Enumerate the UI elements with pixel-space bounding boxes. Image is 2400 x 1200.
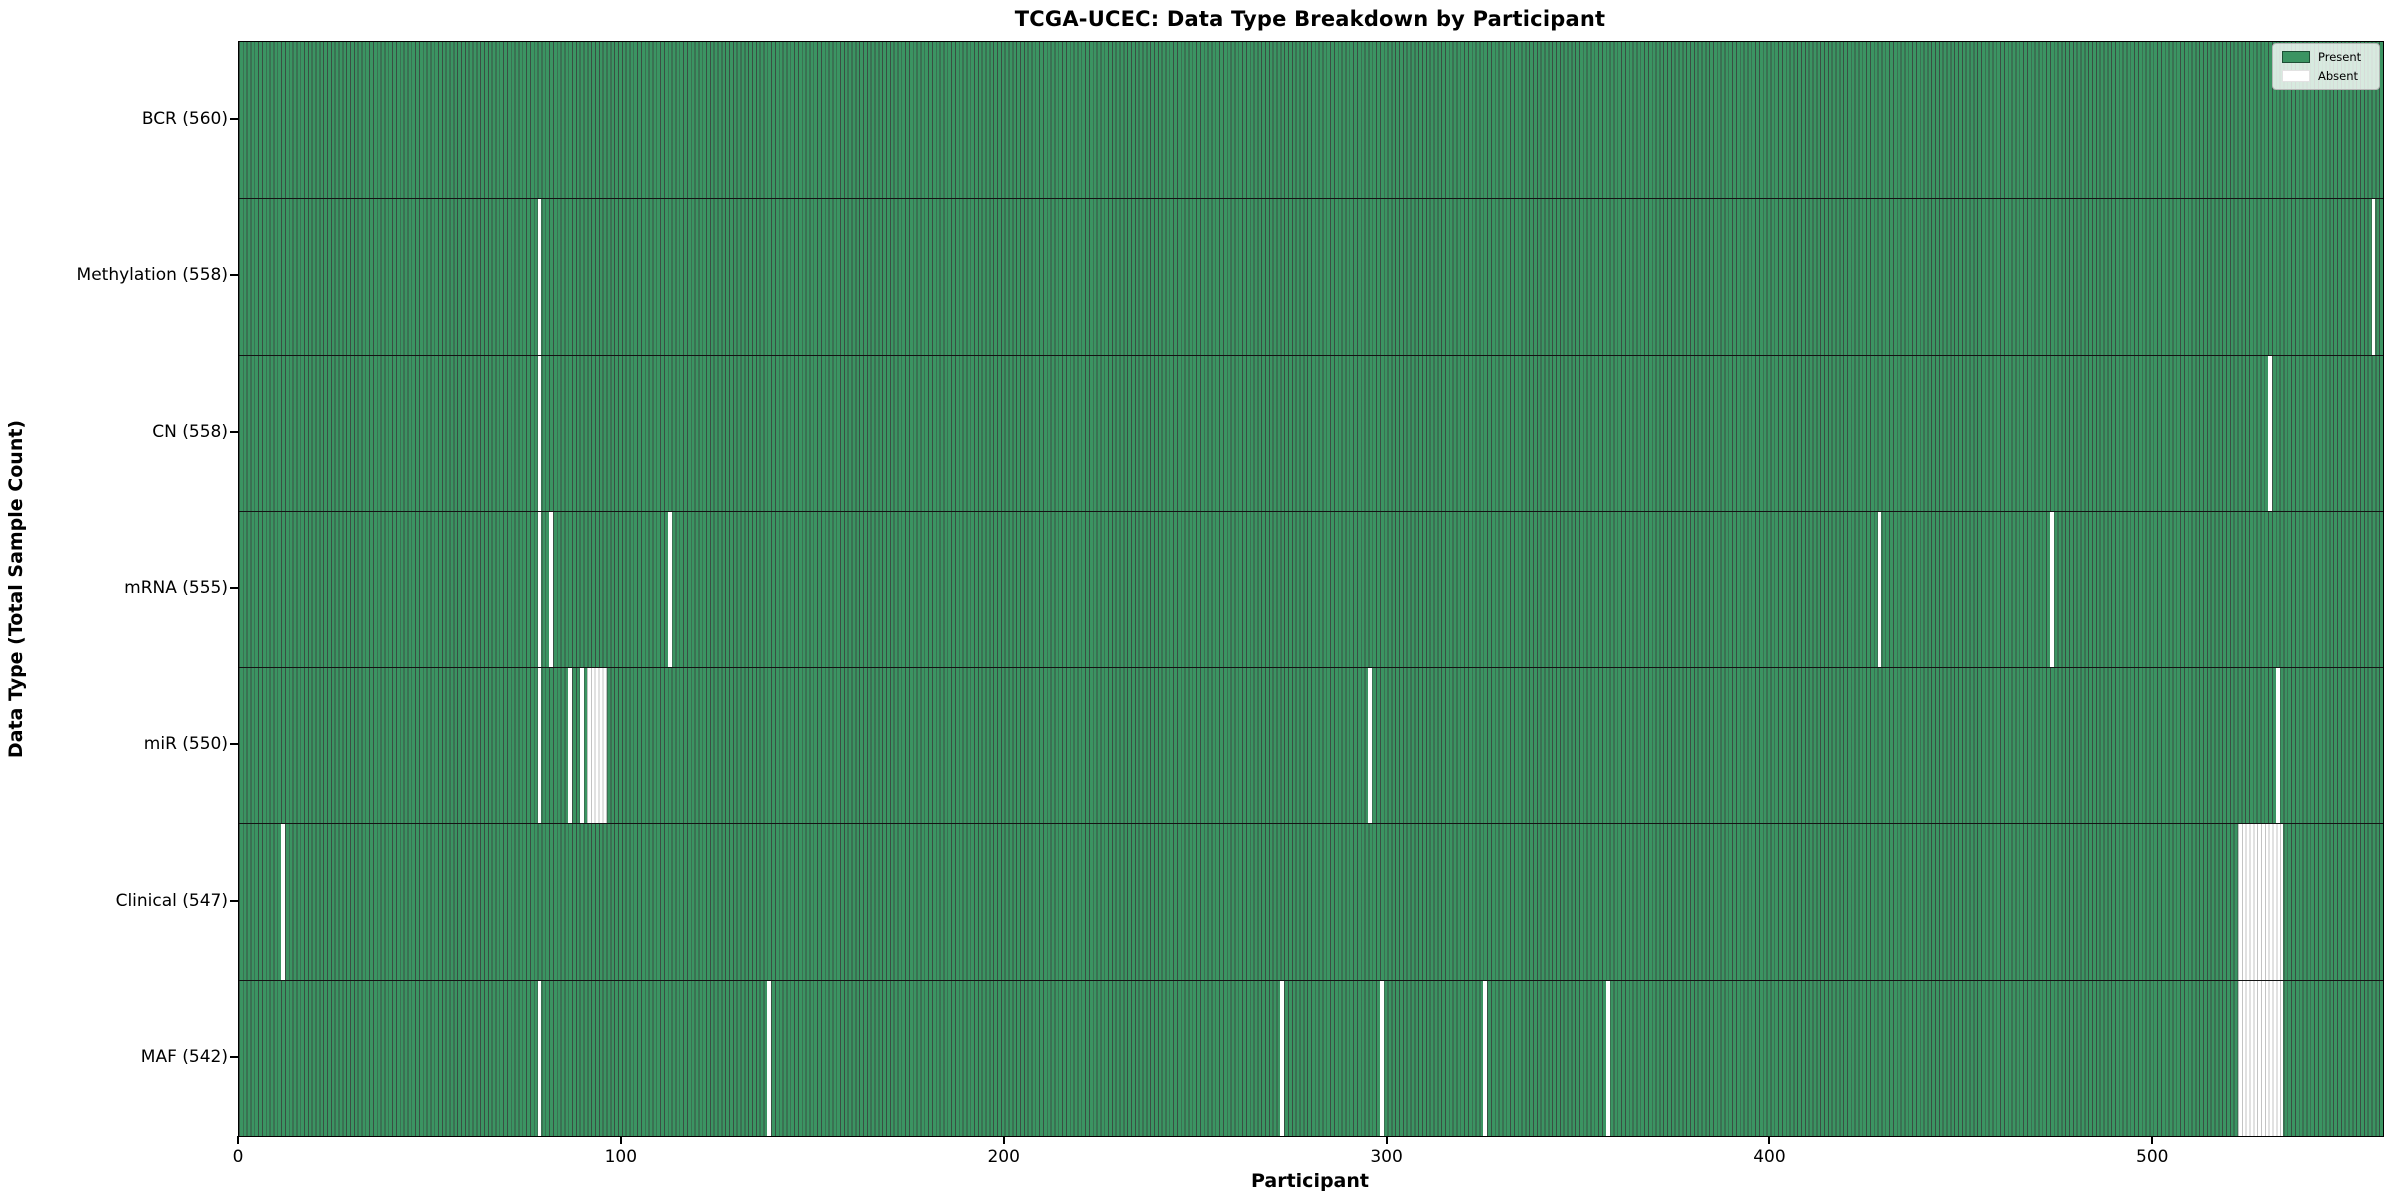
legend-absent-label: Absent [2318,69,2359,83]
legend-present-label: Present [2318,50,2362,64]
absent-gap-miR-86 [568,667,573,824]
row-separator [239,823,2383,825]
row-separator [239,510,2383,512]
x-tick-mark [2151,1136,2154,1144]
x-axis-label: Participant [1250,1170,1369,1192]
absent-gap-MAF-138 [767,979,772,1136]
row-Clinical [239,823,2383,980]
y-tick-label-MAF: MAF (542) [140,1046,228,1067]
absent-gap-mRNA-428 [1877,510,1882,668]
x-tick-label-400: 400 [1753,1147,1786,1167]
absent-gap-miR-78 [537,667,542,824]
y-tick-mark [230,587,238,589]
legend-entry-present: Present [2282,51,2370,63]
absent-gap-miR-89 [579,667,584,824]
absent-gap-miR-91 [587,667,607,824]
absent-gap-mRNA-81 [549,510,553,668]
y-tick-label-CN: CN (558) [152,421,228,442]
absent-gap-Methylation-78 [537,198,542,355]
y-tick-mark [230,118,238,121]
row-separator [239,979,2383,981]
y-tick-label-Clinical: Clinical (547) [115,890,228,911]
chart-title: TCGA-UCEC: Data Type Breakdown by Partic… [1014,7,1606,31]
x-tick-label-100: 100 [604,1147,638,1167]
row-BCR [239,42,2383,199]
row-mRNA [239,510,2383,668]
absent-gap-MAF-357 [1605,979,1610,1136]
y-tick-label-Methylation: Methylation (558) [76,265,228,286]
absent-gap-CN-530 [2268,354,2272,511]
absent-gap-mRNA-473 [2049,510,2054,668]
absent-gap-MAF-272 [1280,979,1285,1136]
row-CN [239,354,2383,511]
x-tick-mark [237,1136,239,1144]
absent-swatch-icon [2282,70,2310,82]
row-separator [239,198,2383,200]
x-tick-mark [619,1136,622,1144]
absent-gap-miR-295 [1368,667,1373,824]
plot-area [238,41,2384,1137]
y-tick-label-BCR: BCR (560) [141,109,228,130]
x-tick-mark [1385,1136,1388,1144]
y-tick-mark [230,1055,238,1058]
x-tick-label-200: 200 [987,1147,1020,1167]
absent-gap-mRNA-78 [537,510,542,668]
y-tick-mark [230,274,238,277]
x-tick-label-500: 500 [2136,1147,2169,1167]
y-tick-label-mRNA: mRNA (555) [124,578,228,598]
y-tick-mark [230,430,238,433]
absent-gap-MAF-522 [2237,979,2284,1136]
x-tick-label-300: 300 [1370,1147,1403,1167]
absent-gap-MAF-325 [1483,979,1488,1136]
x-tick-mark [1002,1136,1005,1144]
y-tick-mark [230,743,238,746]
row-separator [239,354,2383,356]
absent-gap-Clinical-11 [281,823,285,980]
absent-gap-MAF-78 [537,979,542,1136]
absent-gap-CN-78 [537,354,542,511]
present-swatch-icon [2282,51,2310,63]
legend-entry-absent: Absent [2282,70,2370,82]
row-miR [239,667,2383,824]
absent-gap-MAF-298 [1379,979,1384,1136]
absent-gap-miR-532 [2275,667,2280,824]
row-MAF [239,979,2383,1136]
absent-gap-mRNA-112 [667,510,672,668]
legend: Present Absent [2272,43,2380,90]
row-separator [239,667,2383,669]
x-tick-mark [1768,1136,1771,1144]
absent-gap-Methylation-557 [2371,198,2376,355]
absent-gap-Clinical-522 [2237,823,2284,980]
row-Methylation [239,198,2383,355]
y-tick-mark [230,899,238,902]
x-tick-label-0: 0 [232,1147,244,1167]
y-tick-label-miR: miR (550) [143,734,228,755]
